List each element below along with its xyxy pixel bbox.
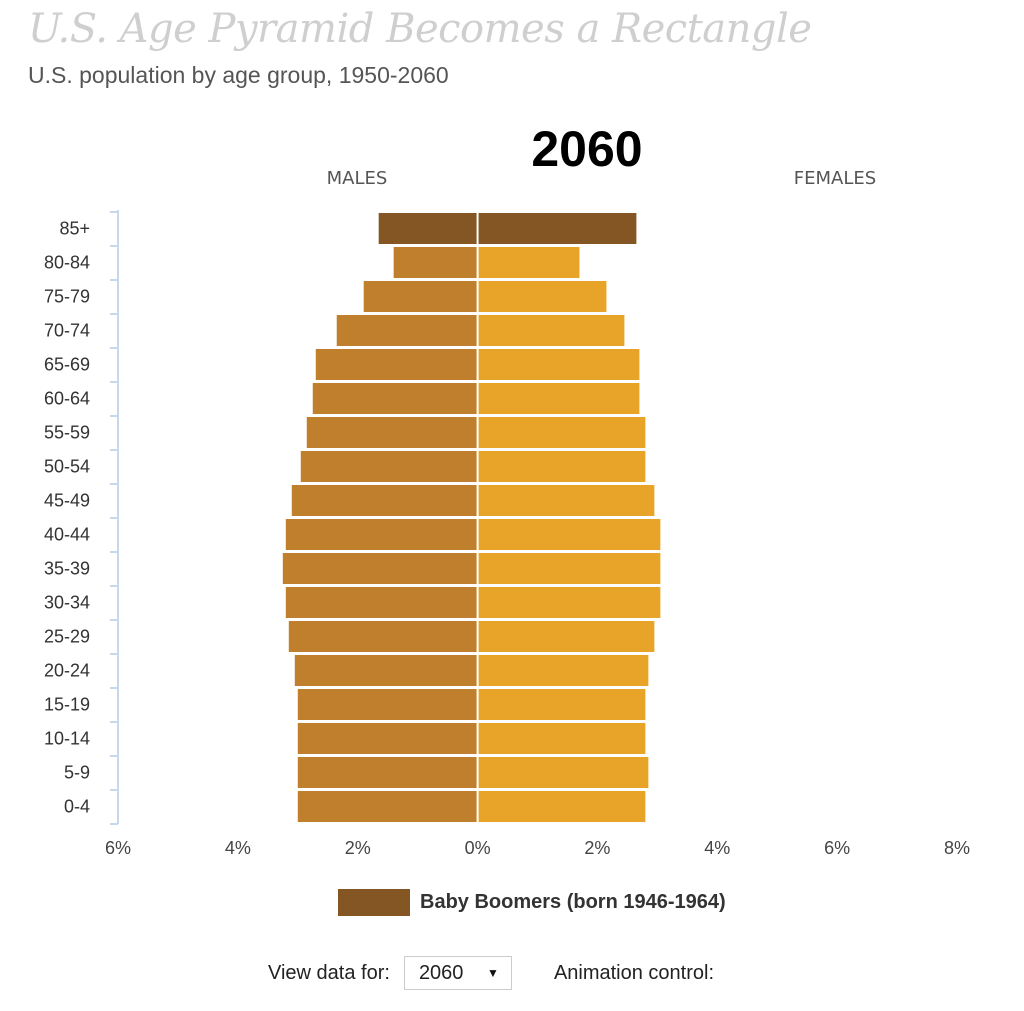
bar-male-25-29[interactable]	[288, 621, 477, 652]
age-group-label: 30-34	[44, 593, 90, 613]
bar-male-40-44[interactable]	[285, 519, 477, 550]
age-group-label: 85+	[59, 219, 90, 239]
bar-female-10-14[interactable]	[478, 723, 646, 754]
bar-female-75-79[interactable]	[478, 281, 607, 312]
bar-female-65-69[interactable]	[478, 349, 640, 380]
bar-male-50-54[interactable]	[300, 451, 477, 482]
bar-male-15-19[interactable]	[297, 689, 477, 720]
bar-female-50-54[interactable]	[478, 451, 646, 482]
animation-control-label: Animation control:	[553, 961, 715, 984]
year-dropdown-value: 2060	[418, 961, 464, 984]
age-group-label: 15-19	[44, 695, 90, 715]
age-group-label: 40-44	[44, 525, 90, 545]
x-axis: 6% 4% 2% 0% 2% 4% 6% 8%	[105, 838, 970, 858]
bar-male-70-74[interactable]	[336, 315, 477, 346]
age-group-label: 0-4	[64, 797, 90, 817]
year-label: 2060	[531, 121, 642, 177]
chart-subtitle: U.S. population by age group, 1950-2060	[28, 62, 449, 88]
x-tick-label: 6%	[824, 838, 850, 858]
bar-female-15-19[interactable]	[478, 689, 646, 720]
population-pyramid-chart: 2060 MALES FEMALES 85+ 80-84 75-79 70-74 65-…	[44, 121, 970, 858]
males-label: MALES	[327, 168, 388, 189]
x-tick-label: 8%	[944, 838, 970, 858]
bar-male-20-24[interactable]	[294, 655, 477, 686]
x-tick-label: 2%	[584, 838, 610, 858]
age-group-label: 25-29	[44, 627, 90, 647]
x-tick-label: 0%	[465, 838, 491, 858]
bar-male-80-84[interactable]	[393, 247, 477, 278]
age-group-label: 55-59	[44, 423, 90, 443]
bar-male-0-4[interactable]	[297, 791, 477, 822]
bar-female-85+[interactable]	[478, 213, 637, 244]
chart-title: U.S. Age Pyramid Becomes a Rectangle	[28, 6, 812, 52]
x-tick-label: 4%	[225, 838, 251, 858]
age-group-label: 5-9	[64, 763, 90, 783]
age-group-label: 75-79	[44, 287, 90, 307]
bar-male-5-9[interactable]	[297, 757, 477, 788]
legend-swatch-boomers	[338, 889, 410, 916]
bar-male-35-39[interactable]	[282, 553, 477, 584]
chevron-down-icon: ▼	[487, 966, 499, 980]
bar-female-70-74[interactable]	[478, 315, 625, 346]
bar-male-10-14[interactable]	[297, 723, 477, 754]
bar-female-20-24[interactable]	[478, 655, 649, 686]
age-group-label: 80-84	[44, 253, 90, 273]
bar-female-80-84[interactable]	[478, 247, 580, 278]
females-label: FEMALES	[794, 168, 876, 189]
bars	[282, 213, 661, 822]
legend-label-boomers: Baby Boomers (born 1946-1964)	[420, 891, 726, 913]
legend: Baby Boomers (born 1946-1964)	[338, 889, 726, 916]
bar-male-60-64[interactable]	[312, 383, 477, 414]
age-group-label: 10-14	[44, 729, 90, 749]
bar-female-45-49[interactable]	[478, 485, 655, 516]
bar-female-55-59[interactable]	[478, 417, 646, 448]
x-tick-label: 2%	[345, 838, 371, 858]
x-tick-label: 4%	[704, 838, 730, 858]
age-group-label: 45-49	[44, 491, 90, 511]
bar-male-85+[interactable]	[378, 213, 477, 244]
age-group-label: 35-39	[44, 559, 90, 579]
age-group-label: 20-24	[44, 661, 90, 681]
bar-female-40-44[interactable]	[478, 519, 661, 550]
bar-female-5-9[interactable]	[478, 757, 649, 788]
bar-male-75-79[interactable]	[363, 281, 477, 312]
bar-male-55-59[interactable]	[306, 417, 477, 448]
age-group-label: 50-54	[44, 457, 90, 477]
bar-female-0-4[interactable]	[478, 791, 646, 822]
age-group-label: 70-74	[44, 321, 90, 341]
view-data-label: View data for:	[268, 961, 390, 984]
bar-male-65-69[interactable]	[315, 349, 477, 380]
year-dropdown[interactable]: 2060 ▼	[403, 956, 512, 990]
bar-female-60-64[interactable]	[478, 383, 640, 414]
y-axis: 85+ 80-84 75-79 70-74 65-69 60-64 55-59 50-54 45…	[44, 210, 119, 825]
age-group-label: 60-64	[44, 389, 90, 409]
bar-male-30-34[interactable]	[285, 587, 477, 618]
bar-male-45-49[interactable]	[291, 485, 477, 516]
bar-female-30-34[interactable]	[478, 587, 661, 618]
age-group-label: 65-69	[44, 355, 90, 375]
controls-bar: View data for: 2060 ▼ Animation control:	[268, 956, 714, 990]
bar-female-35-39[interactable]	[478, 553, 661, 584]
x-tick-label: 6%	[105, 838, 131, 858]
bar-female-25-29[interactable]	[478, 621, 655, 652]
